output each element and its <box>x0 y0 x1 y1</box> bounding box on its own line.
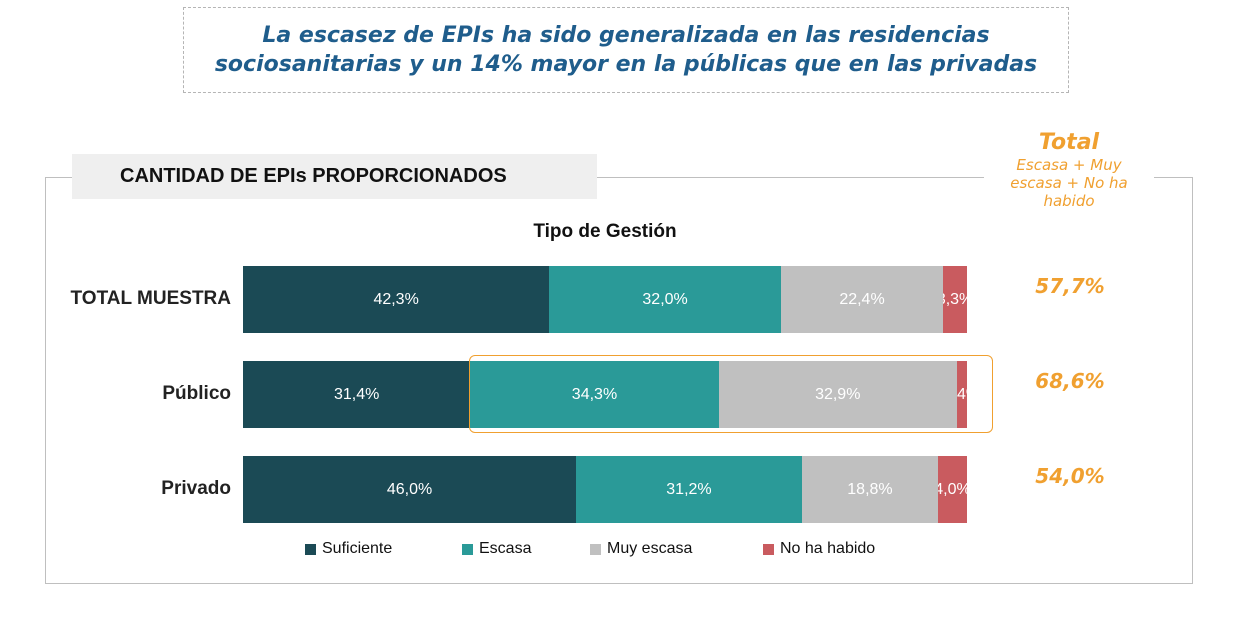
bar-segment-muy-escasa: 18,8% <box>801 456 939 523</box>
total-value-publico: 68,6% <box>1035 369 1105 393</box>
headline-box: La escasez de EPIs ha sido generalizada … <box>183 7 1069 93</box>
bar-segment-escasa: 34,3% <box>470 361 719 428</box>
bar-segment-muy-escasa: 22,4% <box>780 266 944 333</box>
legend-swatch <box>462 543 473 555</box>
bar-segment-muy-escasa: 32,9% <box>718 361 957 428</box>
bar-segment-no-ha-habido: 1,4% <box>956 361 967 428</box>
data-label: 3,3% <box>943 290 967 308</box>
total-value-privado: 54,0% <box>1035 464 1105 488</box>
data-label: 31,4% <box>333 385 380 403</box>
data-label: 1,4% <box>957 385 967 403</box>
legend-item-suficiente: Suficiente <box>305 540 392 558</box>
row-label-privado: Privado <box>161 477 231 499</box>
chart-legend: Suficiente Escasa Muy escasa No ha habido <box>0 540 1242 562</box>
legend-label: No ha habido <box>780 540 876 557</box>
chart-frame <box>45 177 1193 584</box>
legend-swatch <box>763 543 774 555</box>
bar-privado: 46,0% 31,2% 18,8% 4,0% <box>243 456 967 523</box>
chart-title: Tipo de Gestión <box>533 221 677 242</box>
legend-item-muy-escasa: Muy escasa <box>590 540 692 558</box>
total-header: Total Escasa + Muy escasa + No ha habido <box>984 130 1154 210</box>
data-label: 31,2% <box>666 480 712 498</box>
legend-item-escasa: Escasa <box>462 540 531 558</box>
headline-line-1: La escasez de EPIs ha sido generalizada … <box>262 23 990 48</box>
legend-label: Escasa <box>479 540 532 557</box>
legend-swatch <box>590 543 601 555</box>
total-header-title: Total <box>1038 130 1100 155</box>
data-label: 18,8% <box>847 480 893 498</box>
bar-segment-escasa: 31,2% <box>576 456 802 523</box>
legend-swatch <box>305 543 316 555</box>
data-label: 32,9% <box>815 385 861 403</box>
total-header-subtitle: Escasa + Muy escasa + No ha habido <box>1010 156 1128 210</box>
data-label: 4,0% <box>938 480 967 498</box>
legend-item-no-ha-habido: No ha habido <box>763 540 875 558</box>
bar-segment-escasa: 32,0% <box>549 266 781 333</box>
legend-label: Suficiente <box>322 540 393 557</box>
bar-total-muestra: 42,3% 32,0% 22,4% 3,3% <box>243 266 967 333</box>
row-label-total-muestra: TOTAL MUESTRA <box>70 287 231 309</box>
bar-segment-suficiente: 31,4% <box>243 361 471 428</box>
section-title: CANTIDAD DE EPIs PROPORCIONADOS <box>72 154 597 199</box>
legend-label: Muy escasa <box>607 540 693 557</box>
headline-line-2: sociosanitarias y un 14% mayor en la púb… <box>214 52 1038 77</box>
bar-segment-no-ha-habido: 3,3% <box>943 266 967 333</box>
bar-publico: 31,4% 34,3% 32,9% 1,4% <box>243 361 967 428</box>
row-label-publico: Público <box>162 382 231 404</box>
total-value-total-muestra: 57,7% <box>1035 274 1105 298</box>
bar-segment-no-ha-habido: 4,0% <box>938 456 967 523</box>
data-label: 34,3% <box>571 385 618 403</box>
data-label: 42,3% <box>373 290 419 308</box>
data-label: 32,0% <box>642 290 688 308</box>
bar-segment-suficiente: 46,0% <box>243 456 577 523</box>
bar-segment-suficiente: 42,3% <box>243 266 550 333</box>
data-label: 22,4% <box>839 290 885 308</box>
data-label: 46,0% <box>386 480 433 498</box>
